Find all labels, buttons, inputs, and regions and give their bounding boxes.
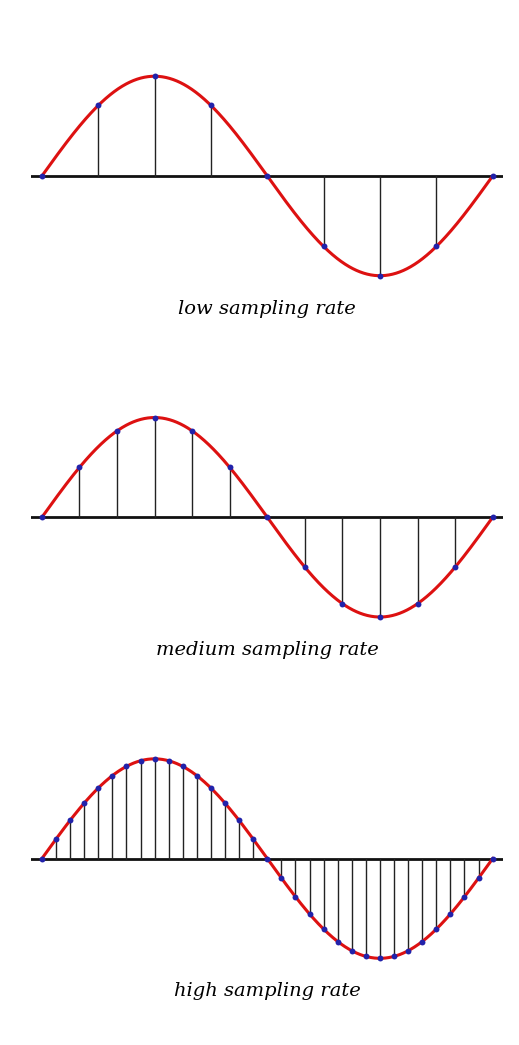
Point bbox=[94, 780, 102, 796]
Point bbox=[38, 509, 46, 526]
Point bbox=[165, 752, 173, 769]
Point bbox=[404, 943, 412, 959]
Point bbox=[75, 459, 84, 475]
Point bbox=[320, 921, 328, 937]
Point bbox=[113, 422, 121, 439]
Point bbox=[432, 921, 441, 937]
Point bbox=[488, 509, 497, 526]
Point bbox=[207, 97, 215, 114]
Point bbox=[136, 752, 145, 769]
Point bbox=[446, 906, 455, 923]
Point bbox=[376, 608, 384, 625]
Point bbox=[221, 795, 229, 812]
Point bbox=[235, 812, 243, 829]
Point bbox=[263, 509, 271, 526]
Point bbox=[305, 906, 313, 923]
Point bbox=[207, 780, 215, 796]
Point bbox=[122, 758, 131, 774]
Point bbox=[52, 831, 60, 847]
Point bbox=[188, 422, 196, 439]
Point bbox=[460, 888, 469, 905]
Point bbox=[38, 167, 46, 184]
Point bbox=[334, 933, 342, 950]
Point bbox=[226, 459, 234, 475]
Point bbox=[277, 869, 285, 886]
Point bbox=[108, 767, 116, 784]
Point bbox=[376, 268, 384, 284]
Text: medium sampling rate: medium sampling rate bbox=[156, 641, 379, 659]
Point bbox=[80, 795, 88, 812]
Point bbox=[414, 596, 422, 612]
Point bbox=[488, 851, 497, 867]
Point bbox=[151, 68, 159, 85]
Point bbox=[338, 596, 347, 612]
Point bbox=[474, 869, 483, 886]
Point bbox=[249, 831, 257, 847]
Point bbox=[390, 948, 398, 965]
Point bbox=[320, 238, 328, 255]
Point bbox=[263, 851, 271, 867]
Point bbox=[348, 943, 356, 959]
Point bbox=[151, 750, 159, 767]
Point bbox=[193, 767, 201, 784]
Point bbox=[418, 933, 427, 950]
Point bbox=[94, 97, 102, 114]
Point bbox=[38, 851, 46, 867]
Text: low sampling rate: low sampling rate bbox=[179, 300, 356, 318]
Point bbox=[151, 410, 159, 426]
Point bbox=[263, 167, 271, 184]
Point bbox=[488, 167, 497, 184]
Point bbox=[451, 559, 459, 576]
Point bbox=[432, 238, 441, 255]
Point bbox=[179, 758, 187, 774]
Point bbox=[362, 948, 370, 965]
Text: high sampling rate: high sampling rate bbox=[174, 982, 361, 1000]
Point bbox=[66, 812, 74, 829]
Point bbox=[291, 888, 299, 905]
Point bbox=[301, 559, 309, 576]
Point bbox=[376, 950, 384, 967]
